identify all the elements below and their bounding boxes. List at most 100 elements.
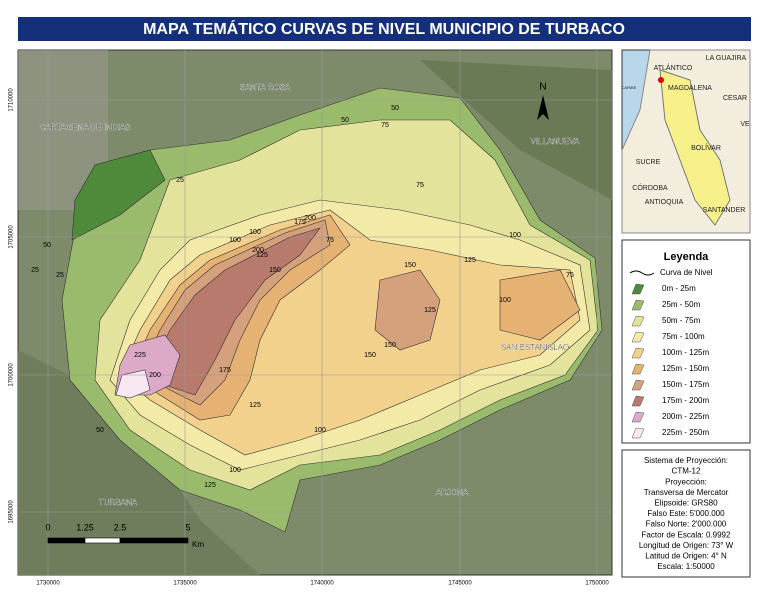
legend-label: 75m - 100m: [662, 332, 705, 341]
contour-label: 150: [364, 352, 376, 359]
contour-label: 150: [269, 267, 281, 274]
projection-line: Falso Este: 5'000.000: [647, 509, 725, 518]
contour-label: 50: [391, 105, 399, 112]
legend-swatch: [631, 299, 645, 311]
scale-label: 5: [185, 522, 190, 532]
contour-label: 225: [134, 352, 146, 359]
legend-swatch: [631, 315, 645, 327]
elevation-zone: [149, 227, 321, 396]
elevation-zone: [71, 149, 166, 241]
projection-line: Longitud de Origen: 73° W: [639, 541, 734, 550]
contour-label: 75: [566, 272, 574, 279]
legend-swatch: [631, 347, 645, 359]
contour-label: 50: [43, 242, 51, 249]
legend-label: 125m - 150m: [662, 364, 709, 373]
scale-bar-segment: [47, 537, 86, 544]
contour-label: 100: [229, 467, 241, 474]
x-coordinate: 1745000: [448, 581, 472, 587]
legend-label: 225m - 250m: [662, 428, 709, 437]
region-label: ANTIOQUIA: [645, 199, 684, 206]
region-label: CARIBE: [622, 85, 637, 90]
contour-label: 100: [509, 232, 521, 239]
projection-line: Escala: 1:50000: [657, 562, 715, 571]
contour-label: 100: [314, 427, 326, 434]
place-label: SANTA ROSA: [240, 83, 291, 92]
projection-line: CTM-12: [672, 467, 701, 476]
region-label: BOLÍVAR: [691, 143, 721, 152]
main-map: SANTA ROSA CARTAGENA DE INDIAS VILLANUEVA S…: [17, 49, 613, 576]
contour-label: 125: [249, 402, 261, 409]
legend-label: 100m - 125m: [662, 348, 709, 357]
contour-label: 50: [341, 117, 349, 124]
projection-line: Factor de Escala: 0.9992: [642, 530, 731, 539]
scale-bar-segment: [84, 537, 121, 544]
contour-label: 150: [384, 342, 396, 349]
legend: Leyenda Curva de Nivel 0m - 25m 25m - 50m…: [621, 239, 751, 444]
scale-bar-segment: [119, 537, 189, 544]
contour-label: 125: [256, 252, 268, 259]
place-label: SAN ESTANISLAO: [501, 343, 569, 352]
elevation-zone: [115, 369, 151, 399]
region-label: ATLÁNTICO: [654, 63, 693, 72]
x-coordinate: 1740000: [310, 581, 334, 587]
contour-label: 100: [229, 237, 241, 244]
region-label: SANTANDER: [703, 207, 746, 214]
legend-swatch: [631, 427, 645, 439]
legend-swatch: [631, 283, 645, 295]
terrain: [420, 60, 612, 200]
contour-label: 125: [464, 257, 476, 264]
legend-label: 25m - 50m: [662, 300, 701, 309]
contour-label: 175: [294, 219, 306, 226]
scale-label: 1.25: [76, 522, 94, 532]
legend-swatch: [631, 411, 645, 423]
inset-map: LA GUAJIRA ATLÁNTICO MAGDALENA CESAR SUCRE BO…: [621, 49, 751, 234]
projection-line: Sistema de Proyección:: [644, 456, 728, 465]
contour-label: 125: [424, 307, 436, 314]
legend-swatch: [631, 395, 645, 407]
projection-line: Transversa de Mercator: [644, 488, 729, 497]
contour-label: 175: [219, 367, 231, 374]
title: MAPA TEMÁTICO CURVAS DE NIVEL MUNICIPIO …: [143, 19, 625, 38]
contour-label: 150: [404, 262, 416, 269]
contour-label: 100: [249, 229, 261, 236]
legend-swatch: [631, 331, 645, 343]
scale-unit: Km: [192, 540, 204, 549]
contour-label: 50: [96, 427, 104, 434]
contour-symbol: [629, 270, 655, 276]
y-coordinate: 1695000: [9, 500, 15, 524]
contour-label: 25: [31, 267, 39, 274]
projection-frame: [621, 449, 751, 578]
x-coordinate: 1730000: [36, 581, 60, 587]
y-coordinate: 1705000: [9, 225, 15, 249]
region-label: CÓRDOBA: [632, 183, 668, 192]
legend-label: 200m - 225m: [662, 412, 709, 421]
elevation-zone: [499, 269, 581, 341]
legend-label: 150m - 175m: [662, 380, 709, 389]
y-coordinate: 1700000: [9, 363, 15, 387]
projection-line: Proyección:: [665, 477, 707, 486]
legend-label: 50m - 75m: [662, 316, 701, 325]
place-label: VILLANUEVA: [531, 137, 580, 146]
x-coordinate: 1750000: [585, 581, 609, 587]
contour-label: 25: [176, 177, 184, 184]
scale-label: 0: [45, 522, 50, 532]
region-label: VE: [740, 121, 750, 128]
contour-label: 125: [204, 482, 216, 489]
contour-label: 75: [416, 182, 424, 189]
title-bar: [18, 17, 751, 41]
north-arrow: [537, 95, 549, 120]
projection-line: Latitud de Origen: 4° N: [645, 552, 727, 561]
place-label: CARTAGENA DE INDIAS: [40, 123, 131, 132]
x-coordinate: 1735000: [173, 581, 197, 587]
place-label: TURBANA: [99, 498, 138, 507]
scale-label: 2.5: [114, 522, 127, 532]
y-coordinate: 1710000: [9, 88, 15, 112]
bolivar: [659, 69, 731, 226]
legend-line-label: Curva de Nivel: [660, 268, 713, 277]
region-label: MAGDALENA: [668, 85, 712, 92]
legend-swatch: [631, 363, 645, 375]
legend-label: 0m - 25m: [662, 284, 696, 293]
projection-line: Falso Norte: 2'000.000: [646, 520, 727, 529]
